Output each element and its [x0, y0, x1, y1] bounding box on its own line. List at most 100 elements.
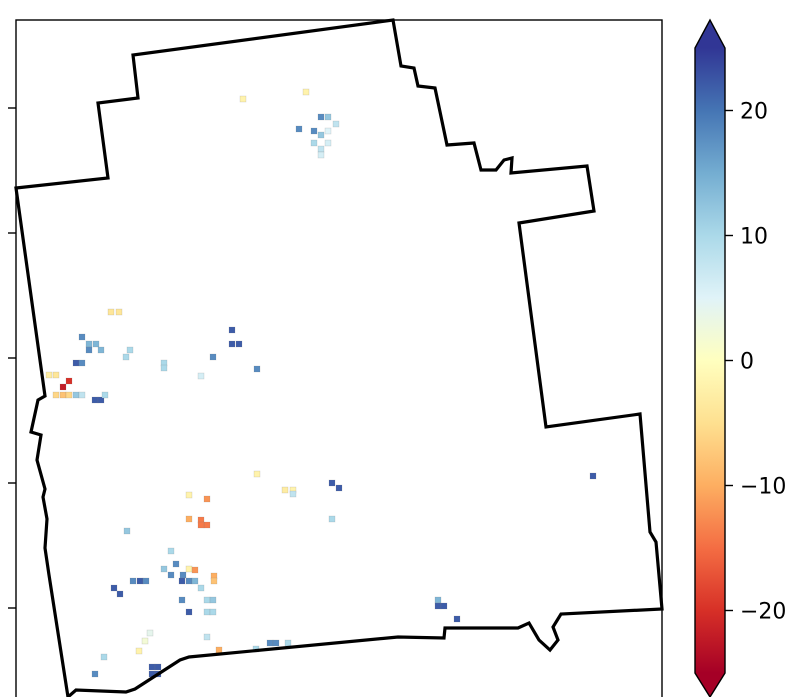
heatmap-cell — [59, 383, 67, 391]
heatmap-cell — [203, 596, 211, 604]
heatmap-cell — [78, 359, 86, 367]
heatmap-cell — [110, 584, 118, 592]
heatmap-cell — [197, 521, 205, 529]
heatmap-cell — [209, 608, 217, 616]
heatmap-cell — [324, 127, 332, 135]
heatmap-cell — [178, 577, 186, 585]
heatmap-cell — [72, 391, 80, 399]
heatmap-cell — [272, 639, 280, 647]
heatmap-cell — [45, 371, 53, 379]
map-panel — [8, 18, 664, 697]
heatmap-cell — [185, 608, 193, 616]
heatmap-cell — [72, 359, 80, 367]
heatmap-cell — [317, 131, 325, 139]
heatmap-cell — [332, 120, 340, 128]
heatmap-cell — [167, 571, 175, 579]
heatmap-cell — [185, 515, 193, 523]
heatmap-cell — [52, 371, 60, 379]
heatmap-cell — [107, 308, 115, 316]
heatmap-cell — [115, 308, 123, 316]
heatmap-cell — [167, 547, 175, 555]
heatmap-cell — [78, 333, 86, 341]
heatmap-cell — [85, 340, 93, 348]
heatmap-cell — [324, 113, 332, 121]
heatmap-cell — [148, 663, 156, 671]
heatmap-cell — [317, 151, 325, 159]
heatmap-cell — [65, 391, 73, 399]
heatmap-cell — [284, 639, 292, 647]
heatmap-cell — [100, 653, 108, 661]
heatmap-cell — [101, 391, 109, 399]
heatmap-cell — [289, 490, 297, 498]
heatmap-cell — [203, 633, 211, 641]
heatmap-cell — [197, 584, 205, 592]
heatmap-cell — [92, 340, 100, 348]
heatmap-cell — [228, 340, 236, 348]
heatmap-cell — [123, 527, 131, 535]
colorbar-extend-min — [695, 673, 725, 697]
heatmap-cell — [589, 472, 597, 480]
heatmap-cell — [197, 372, 205, 380]
heatmap-cell — [228, 326, 236, 334]
heatmap-cell — [172, 560, 180, 568]
heatmap-cell — [191, 566, 199, 574]
heatmap-cell — [209, 596, 217, 604]
heatmap-cell — [126, 346, 134, 354]
heatmap-cell — [160, 364, 168, 372]
heatmap-cell — [281, 486, 289, 494]
heatmap-cell — [122, 353, 130, 361]
heatmap-cell — [142, 577, 150, 585]
heatmap-cell — [59, 391, 67, 399]
heatmap-cell — [440, 602, 448, 610]
heatmap-cell — [209, 353, 217, 361]
heatmap-cell — [434, 602, 442, 610]
heatmap-cell — [295, 125, 303, 133]
heatmap-cell — [91, 396, 99, 404]
heatmap-cell — [160, 565, 168, 573]
heatmap-cell — [154, 663, 162, 671]
heatmap-cell — [135, 647, 143, 655]
heatmap-cell — [235, 340, 243, 348]
heatmap-cell — [302, 88, 310, 96]
heatmap-cell — [266, 639, 274, 647]
heatmap-cell — [203, 608, 211, 616]
heatmap-cell — [310, 139, 318, 147]
heatmap-cell — [310, 127, 318, 135]
heatmap-cell — [253, 470, 261, 478]
heatmap-cell — [317, 113, 325, 121]
heatmap-cell — [210, 577, 218, 585]
heatmap-cell — [179, 571, 187, 579]
heatmap-cell — [65, 377, 73, 385]
heatmap-cell — [215, 646, 223, 654]
heatmap-cell — [317, 145, 325, 153]
region-boundary — [14, 18, 664, 697]
colorbar-ticks: 20 10 0 −10 −20 — [725, 100, 786, 625]
colorbar-outline — [694, 18, 726, 697]
heatmap-cell — [91, 670, 99, 678]
heatmap-cell — [453, 615, 461, 623]
heatmap-cell — [97, 346, 105, 354]
colorbar-tick-label: 20 — [740, 100, 768, 125]
colorbar-tick-label: 10 — [740, 225, 768, 250]
heatmap-cell — [335, 484, 343, 492]
heatmap-cell — [136, 577, 144, 585]
heatmap-cell — [328, 515, 336, 523]
y-axis-ticks — [8, 107, 16, 609]
heatmap-cell — [78, 391, 86, 399]
heatmap-cell — [97, 396, 105, 404]
heatmap-cell — [191, 577, 199, 585]
heatmap-cell — [146, 629, 154, 637]
heatmap-cell — [434, 596, 442, 604]
colorbar-tick-label: −20 — [740, 600, 786, 625]
heatmap-cell — [85, 346, 93, 354]
heatmap-cell — [129, 577, 137, 585]
heatmap-cell — [185, 565, 193, 573]
heatmap-cell — [324, 139, 332, 147]
heatmap-cell — [185, 491, 193, 499]
heatmap-cell — [141, 637, 149, 645]
colorbar-tick-label: −10 — [740, 475, 786, 500]
heatmap-cell — [178, 596, 186, 604]
colorbar: 20 10 0 −10 −20 — [694, 18, 786, 697]
colorbar-tick-label: 0 — [740, 350, 754, 375]
colorbar-extend-max — [695, 20, 725, 48]
